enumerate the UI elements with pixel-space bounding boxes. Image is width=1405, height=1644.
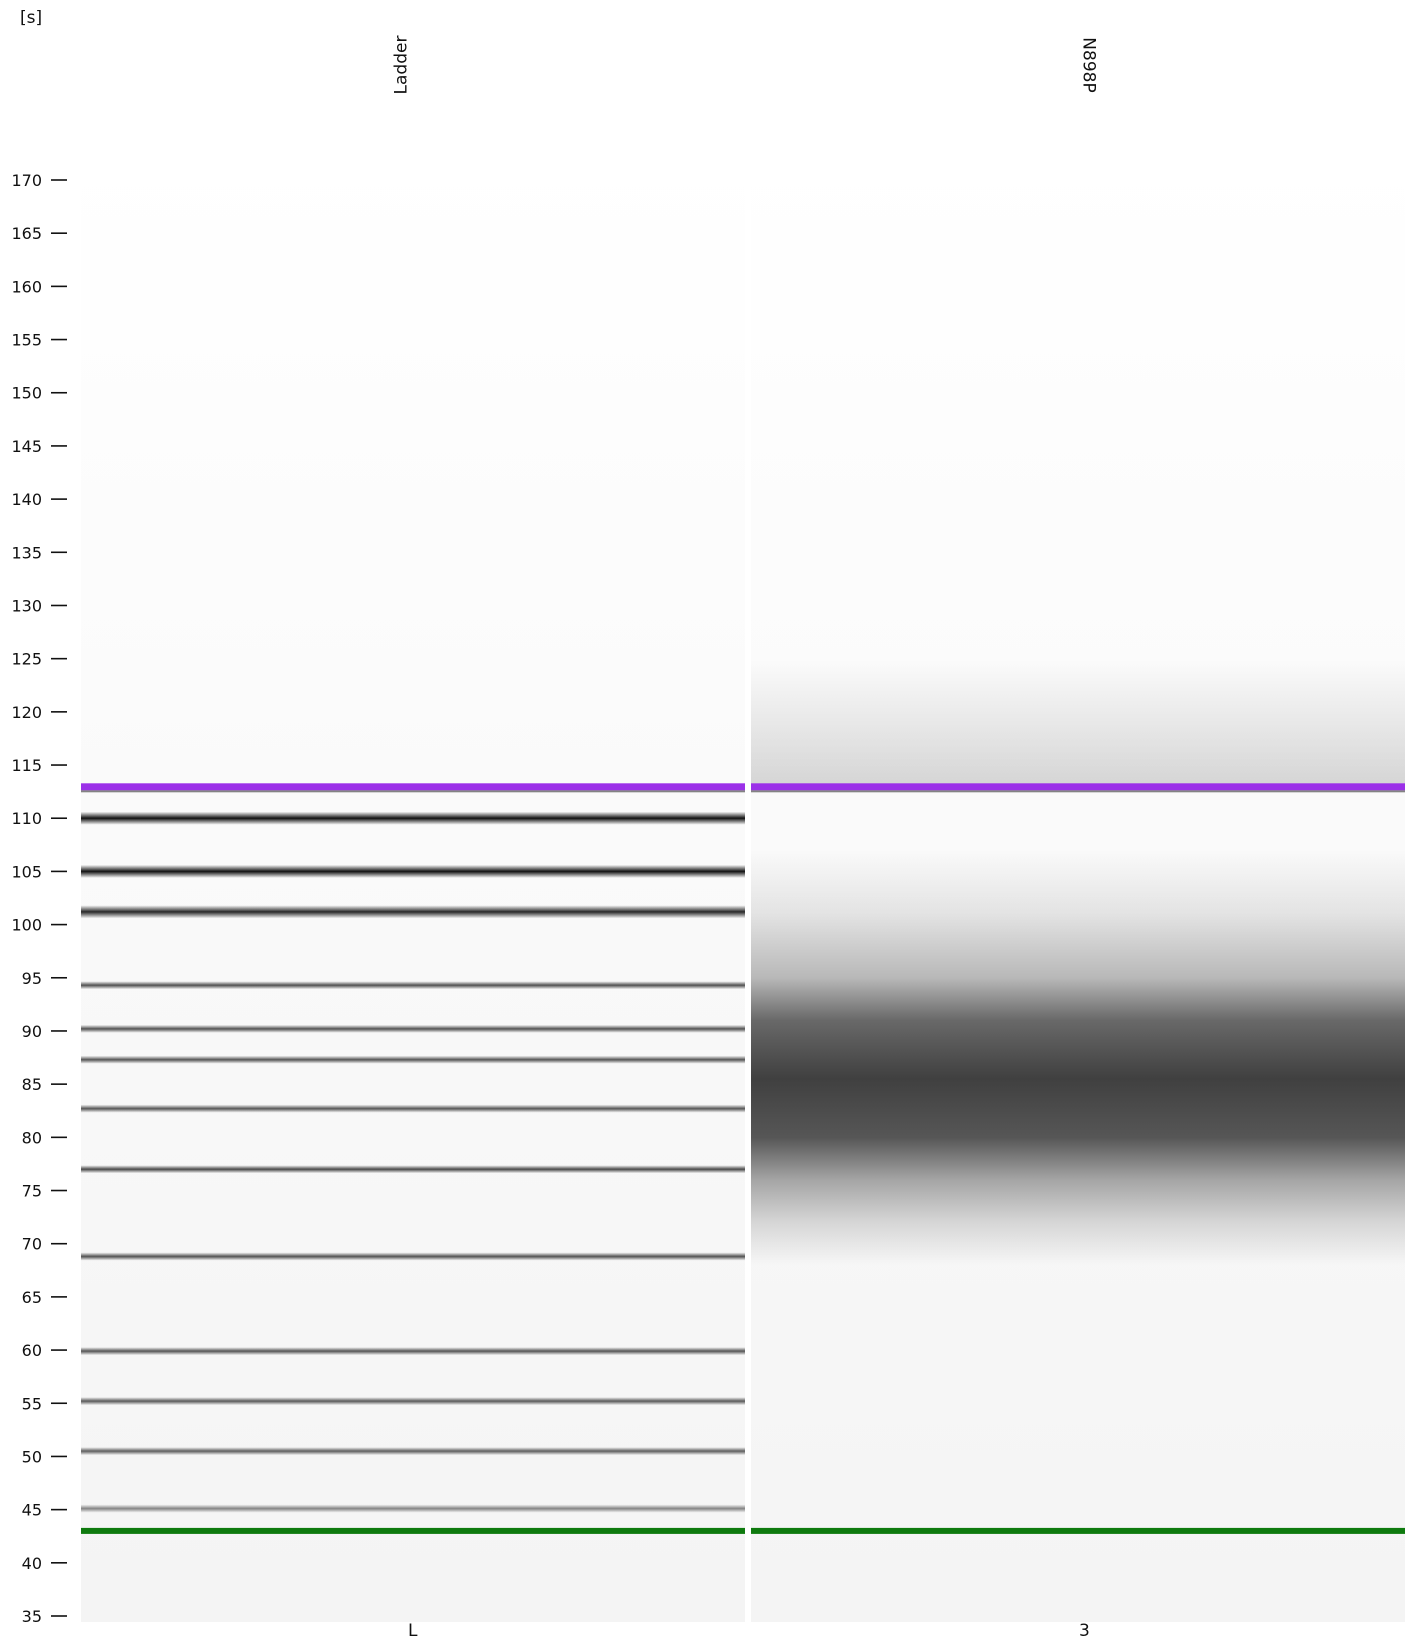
upper-marker (81, 783, 745, 791)
ladder-band (81, 1347, 745, 1356)
ladder-band (81, 1504, 745, 1513)
y-axis: 35 40 45 50 55 60 65 70 75 80 85 90 95 100 105 110 115 12… (11, 171, 67, 1626)
y-tick-label: 65 (22, 1288, 42, 1307)
upper-marker-edge (751, 790, 1405, 793)
y-tick-label: 60 (22, 1341, 42, 1360)
ladder-band (81, 1055, 745, 1064)
y-tick-label: 135 (11, 543, 42, 562)
y-tick-label: 45 (22, 1501, 42, 1520)
ladder-band (81, 905, 745, 919)
sample-smear (751, 850, 1405, 1265)
y-tick-label: 165 (11, 224, 42, 243)
y-tick-label: 95 (22, 969, 42, 988)
ladder-band (81, 981, 745, 990)
lane-name-sample: N898P (1078, 37, 1099, 93)
ladder-band (81, 1252, 745, 1261)
y-tick-label: 160 (11, 277, 42, 296)
y-tick-label: 105 (11, 862, 42, 881)
y-tick-label: 80 (22, 1128, 42, 1147)
ladder-band (81, 1165, 745, 1174)
y-tick-label: 35 (22, 1607, 42, 1626)
y-tick-label: 55 (22, 1394, 42, 1413)
y-tick-label: 120 (11, 703, 42, 722)
ladder-band (81, 1104, 745, 1113)
y-tick-label: 145 (11, 437, 42, 456)
y-tick-label: 85 (22, 1075, 42, 1094)
upper-marker-edge (81, 790, 745, 793)
ladder-band (81, 1447, 745, 1456)
upper-marker (751, 783, 1405, 791)
y-tick-label: 130 (11, 596, 42, 615)
ladder-band (81, 864, 745, 878)
y-axis-unit: [s] (20, 8, 43, 28)
lane-name-ladder: Ladder (391, 35, 412, 95)
y-tick-label: 70 (22, 1235, 42, 1254)
lane-id-ladder: L (408, 1621, 418, 1641)
y-tick-label: 170 (11, 171, 42, 190)
y-tick-label: 115 (11, 756, 42, 775)
y-tick-label: 75 (22, 1182, 42, 1201)
y-tick-label: 140 (11, 490, 42, 509)
y-tick-label: 100 (11, 916, 42, 935)
y-tick-label: 50 (22, 1447, 42, 1466)
lane-sample (751, 150, 1405, 1622)
y-tick-label: 155 (11, 331, 42, 350)
sample-haze (751, 658, 1405, 787)
y-tick-label: 40 (22, 1554, 42, 1573)
lower-marker (81, 1527, 745, 1534)
lane-background (81, 150, 745, 1622)
y-tick-label: 150 (11, 384, 42, 403)
y-tick-label: 90 (22, 1022, 42, 1041)
ladder-band (81, 1397, 745, 1406)
lanes-layer (81, 150, 1405, 1622)
ladder-band (81, 1024, 745, 1033)
lower-marker (751, 1527, 1405, 1534)
lane-id-sample: 3 (1079, 1621, 1090, 1641)
y-tick-label: 125 (11, 650, 42, 669)
ladder-band (81, 811, 745, 825)
y-tick-label: 110 (11, 809, 42, 828)
lane-ladder (81, 150, 745, 1622)
